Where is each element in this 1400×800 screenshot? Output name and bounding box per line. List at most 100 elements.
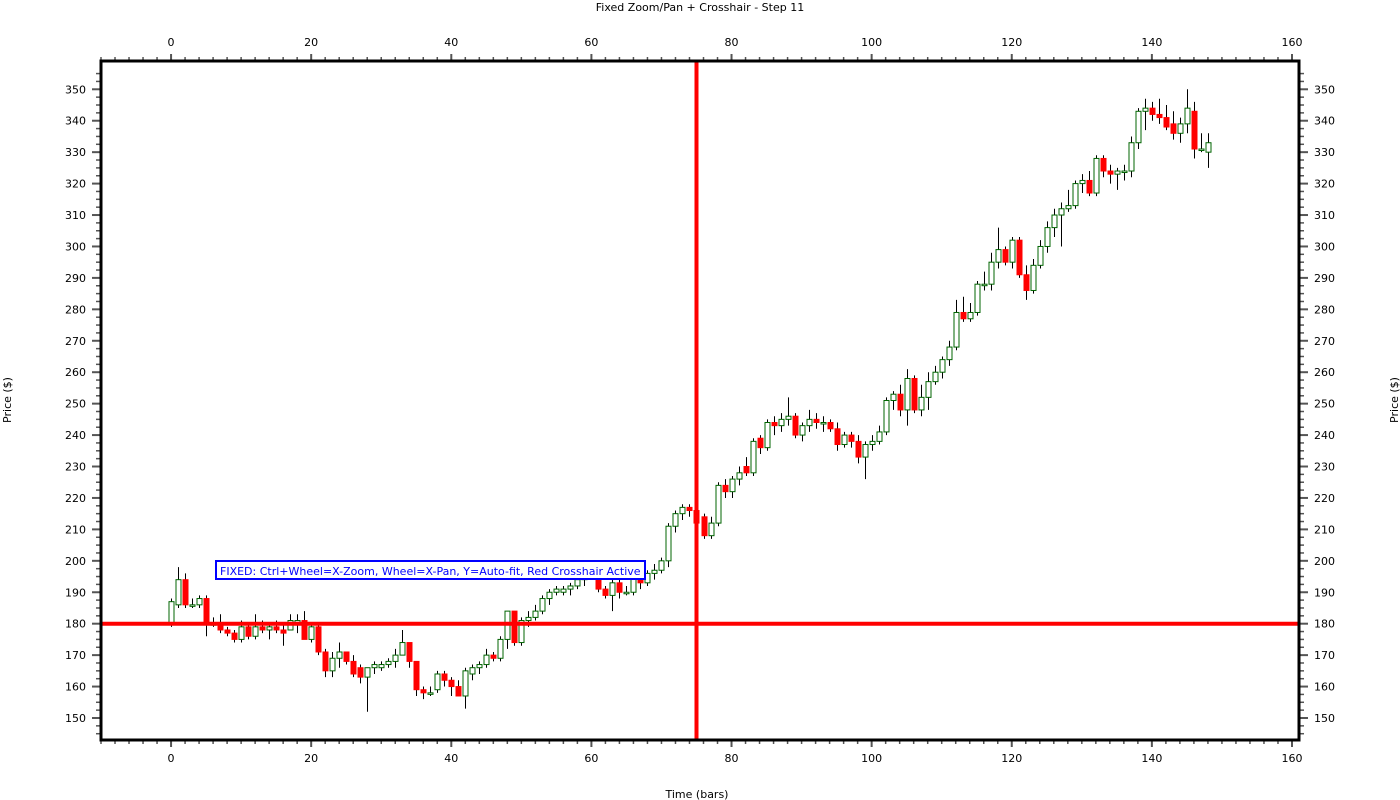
x-axis-label: Time (bars) xyxy=(665,788,729,800)
candle-body-up xyxy=(546,591,553,600)
y-tick-label-left: 190 xyxy=(65,586,86,599)
candle-body-down xyxy=(259,626,266,631)
candle-body-up xyxy=(266,626,273,631)
candle xyxy=(1142,98,1149,131)
y-tick-label-right: 310 xyxy=(1314,209,1335,222)
candle-body-down xyxy=(1100,157,1107,172)
candle xyxy=(672,510,679,533)
y-tick-label-left: 230 xyxy=(65,461,86,474)
crosshair xyxy=(101,61,1299,740)
candle-body-up xyxy=(560,588,567,593)
candle xyxy=(778,413,785,432)
candle-body-up xyxy=(371,664,378,669)
y-tick-label-left: 270 xyxy=(65,335,86,348)
x-tick-label-bottom: 140 xyxy=(1141,752,1162,765)
candle-body-down xyxy=(322,651,329,672)
y-tick-label-left: 220 xyxy=(65,492,86,505)
candle xyxy=(196,595,203,608)
candle-body-up xyxy=(336,651,343,659)
candle-body-up xyxy=(953,311,960,348)
candle xyxy=(329,651,336,678)
candle-body-up xyxy=(378,664,385,669)
candle xyxy=(1128,136,1135,178)
candle-body-up xyxy=(483,654,490,666)
candle xyxy=(1065,189,1072,212)
candle-body-up xyxy=(462,670,469,697)
candle-body-down xyxy=(245,626,252,637)
candle xyxy=(1058,202,1065,247)
candle xyxy=(462,667,469,709)
candle xyxy=(413,660,420,696)
candle-body-up xyxy=(778,418,785,427)
candle-body-up xyxy=(1142,107,1149,112)
candle-body-up xyxy=(974,283,981,313)
candle-body-up xyxy=(434,673,441,691)
candle xyxy=(1086,171,1093,197)
candle-body-up xyxy=(1044,227,1051,247)
candle xyxy=(336,642,343,668)
y-tick-label-right: 300 xyxy=(1314,240,1335,253)
y-tick-label-left: 300 xyxy=(65,240,86,253)
candle xyxy=(385,658,392,668)
candle xyxy=(1205,133,1212,168)
candle-body-up xyxy=(679,506,686,515)
candle xyxy=(644,570,651,586)
y-tick-label-right: 340 xyxy=(1314,115,1335,128)
candle-body-up xyxy=(1093,157,1100,194)
candle xyxy=(539,595,546,615)
x-tick-label-top: 160 xyxy=(1281,36,1302,49)
candle xyxy=(511,610,518,646)
candle-body-down xyxy=(616,582,623,593)
candle xyxy=(981,271,988,291)
candle-body-up xyxy=(904,377,911,411)
candle xyxy=(483,648,490,668)
candle-body-up xyxy=(238,626,245,640)
candle-body-down xyxy=(182,579,189,606)
candle-body-up xyxy=(708,522,715,537)
x-tick-label-bottom: 20 xyxy=(304,752,318,765)
candle-body-down xyxy=(911,377,918,411)
candle-body-down xyxy=(897,393,904,411)
candle-body-down xyxy=(813,418,820,424)
y-tick-label-left: 280 xyxy=(65,303,86,316)
y-tick-label-right: 260 xyxy=(1314,366,1335,379)
candle xyxy=(357,664,364,684)
candle xyxy=(953,299,960,351)
candle-body-down xyxy=(1086,179,1093,194)
candle-body-up xyxy=(553,588,560,593)
candle-body-down xyxy=(743,466,750,474)
candle-body-down xyxy=(490,654,497,659)
y-tick-label-left: 240 xyxy=(65,429,86,442)
candle xyxy=(1170,111,1177,140)
candle-body-up xyxy=(623,591,630,595)
candle xyxy=(876,425,883,445)
candle-body-up xyxy=(1177,123,1184,134)
candle-body-down xyxy=(511,610,518,644)
candle-body-up xyxy=(609,582,616,596)
candle xyxy=(708,516,715,539)
candle-body-down xyxy=(1156,113,1163,119)
candle xyxy=(848,431,855,448)
candle-body-up xyxy=(820,422,827,425)
y-tick-label-left: 310 xyxy=(65,209,86,222)
candle xyxy=(1177,117,1184,143)
candle xyxy=(245,623,252,640)
candle-body-down xyxy=(960,311,967,320)
candle-body-down xyxy=(1002,249,1009,263)
candle-body-up xyxy=(981,283,988,287)
candle-body-up xyxy=(946,346,953,361)
candle-body-up xyxy=(385,660,392,666)
candle xyxy=(476,661,483,674)
y-tick-label-right: 270 xyxy=(1314,335,1335,348)
candle xyxy=(1051,208,1058,238)
candle-body-down xyxy=(420,689,427,694)
candle-body-up xyxy=(539,598,546,612)
axis-ticks: 0 0 20 20 40 40 60 60 80 80 100 100 120 120 140 140 160 1… xyxy=(65,36,1335,765)
candle xyxy=(392,648,399,668)
candle-body-up xyxy=(862,444,869,458)
candle xyxy=(686,504,693,517)
candle-body-up xyxy=(1051,214,1058,229)
candle xyxy=(904,369,911,426)
candle-body-up xyxy=(841,434,848,446)
